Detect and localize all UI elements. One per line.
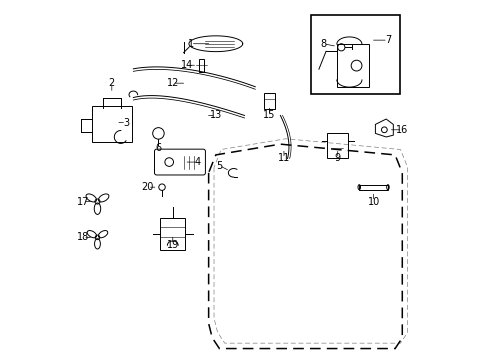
Bar — [198, 59, 204, 72]
Text: 14: 14 — [181, 60, 193, 70]
Text: 1: 1 — [187, 39, 193, 49]
Text: 4: 4 — [194, 157, 201, 167]
Text: 17: 17 — [77, 197, 89, 207]
Bar — [310, 15, 400, 94]
Text: 8: 8 — [320, 39, 326, 49]
Text: 12: 12 — [166, 78, 179, 88]
Text: 9: 9 — [334, 153, 340, 163]
Text: 3: 3 — [123, 118, 129, 128]
Text: 13: 13 — [209, 111, 222, 121]
Bar — [359, 185, 387, 190]
Text: 20: 20 — [141, 182, 154, 192]
Bar — [326, 134, 348, 158]
Text: 7: 7 — [384, 35, 390, 45]
Text: 19: 19 — [166, 239, 179, 249]
Bar — [336, 44, 368, 87]
Bar — [160, 218, 185, 250]
Text: 18: 18 — [77, 232, 89, 242]
Bar — [264, 93, 275, 109]
Text: 5: 5 — [216, 161, 222, 171]
Text: 15: 15 — [263, 111, 275, 121]
Bar — [92, 107, 131, 142]
Text: 11: 11 — [277, 153, 289, 163]
Text: 6: 6 — [155, 143, 161, 153]
Text: 10: 10 — [366, 197, 379, 207]
Text: 2: 2 — [108, 78, 115, 88]
Text: 16: 16 — [395, 125, 407, 135]
